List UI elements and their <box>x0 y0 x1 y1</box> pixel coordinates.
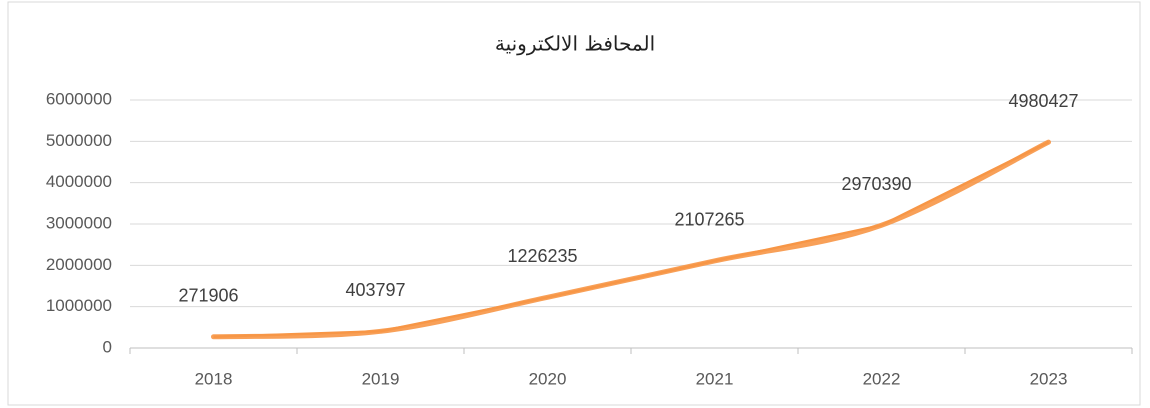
x-tick-label: 2020 <box>529 369 567 388</box>
y-tick-label: 0 <box>103 337 112 356</box>
x-tick-label: 2023 <box>1030 369 1068 388</box>
series-line <box>213 141 1050 339</box>
data-label: 403797 <box>345 280 405 300</box>
x-tick-label: 2022 <box>863 369 901 388</box>
data-label: 4980427 <box>1008 91 1078 111</box>
chart-border <box>7 1 1141 406</box>
data-label: 2107265 <box>674 210 744 230</box>
x-tick-label: 2019 <box>362 369 400 388</box>
chart-title: المحافظ الالكترونية <box>495 32 655 56</box>
x-tick-label: 2018 <box>195 369 233 388</box>
y-tick-label: 5000000 <box>46 131 112 150</box>
data-label: 271906 <box>178 286 238 306</box>
x-tick-label: 2021 <box>696 369 734 388</box>
y-tick-label: 4000000 <box>46 172 112 191</box>
y-tick-label: 3000000 <box>46 213 112 232</box>
data-label: 1226235 <box>507 246 577 266</box>
data-label: 2970390 <box>841 174 911 194</box>
y-tick-label: 2000000 <box>46 255 112 274</box>
y-tick-label: 6000000 <box>46 89 112 108</box>
y-tick-label: 1000000 <box>46 296 112 315</box>
